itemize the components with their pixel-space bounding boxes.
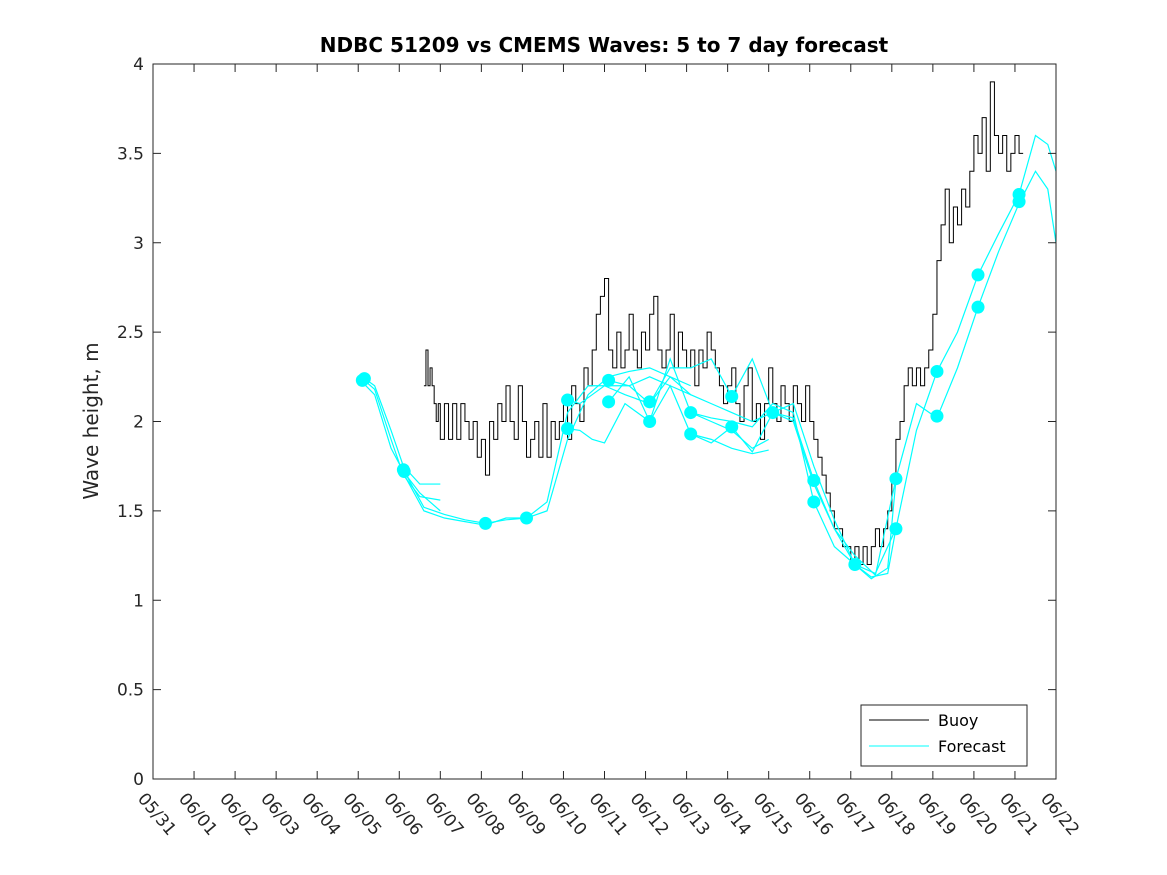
forecast-start-marker-6: [561, 393, 575, 407]
forecast-run-line-4: [402, 376, 691, 526]
forecast-start-marker-4: [478, 516, 492, 530]
forecast-start-marker-10: [643, 395, 657, 409]
forecast-start-marker-25: [971, 300, 985, 314]
forecast-start-marker-21: [889, 522, 903, 536]
legend-label-buoy: Buoy: [938, 711, 978, 730]
forecast-start-marker-16: [766, 406, 780, 420]
legend: Buoy Forecast: [860, 704, 1028, 767]
y-tick-label-8: 4: [133, 55, 144, 75]
y-tick-label-4: 2: [133, 413, 144, 433]
forecast-start-marker-12: [684, 406, 698, 420]
y-tick-label-1: 0.5: [117, 681, 144, 701]
forecast-start-marker-15: [725, 420, 739, 434]
forecast-start-marker-27: [1012, 195, 1026, 209]
forecast-start-marker-18: [807, 495, 821, 509]
plot-area: [355, 81, 1056, 580]
forecast-run-line-8: [608, 170, 1056, 577]
chart-title: NDBC 51209 vs CMEMS Waves: 5 to 7 day fo…: [320, 33, 889, 57]
y-axis-label: Wave height, m: [79, 342, 103, 499]
forecast-start-marker-11: [643, 415, 657, 428]
y-tick-label-0: 0: [133, 770, 144, 790]
forecast-start-marker-20: [889, 472, 903, 486]
y-tick-label-2: 1: [133, 591, 144, 611]
forecast-run-line-10: [690, 433, 769, 455]
legend-label-forecast: Forecast: [938, 737, 1006, 756]
forecast-start-marker-13: [684, 427, 698, 441]
forecast-start-marker-23: [930, 409, 944, 423]
forecast-run-line-0: [361, 376, 441, 485]
y-tick-label-7: 3.5: [117, 144, 144, 164]
forecast-run-line-3: [402, 367, 691, 524]
forecast-start-marker-1: [357, 372, 371, 386]
forecast-start-marker-22: [930, 364, 944, 378]
forecast-start-marker-3: [397, 465, 411, 479]
forecast-start-marker-14: [725, 389, 739, 403]
forecast-start-marker-19: [848, 558, 862, 571]
y-tick-label-6: 3: [133, 234, 144, 254]
forecast-start-marker-24: [971, 268, 985, 282]
y-tick-label-3: 1.5: [117, 502, 144, 522]
forecast-start-marker-5: [520, 511, 534, 525]
forecast-start-marker-7: [561, 422, 575, 436]
y-tick-label-5: 2.5: [117, 323, 144, 343]
forecast-start-marker-8: [602, 373, 616, 387]
buoy-series-line: [423, 81, 1024, 565]
forecast-start-marker-17: [807, 473, 821, 487]
forecast-run-line-1: [361, 378, 441, 501]
forecast-run-line-2: [361, 381, 441, 512]
forecast-start-marker-9: [602, 395, 616, 409]
legend-box: [860, 704, 1028, 767]
